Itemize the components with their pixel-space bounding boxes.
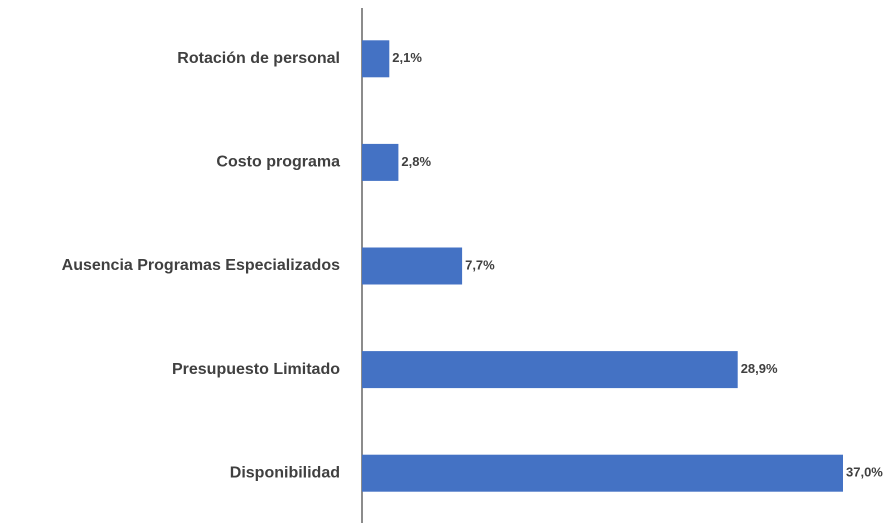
category-label: Disponibilidad [230,464,340,481]
category-label: Rotación de personal [177,50,340,67]
value-label: 37,0% [846,465,883,480]
category-label: Costo programa [216,154,340,171]
value-label: 2,8% [401,154,431,169]
bar [362,247,463,285]
bar [362,454,843,492]
value-label: 7,7% [465,257,495,272]
value-label: 2,1% [392,50,422,65]
category-label: Presupuesto Limitado [172,361,340,378]
bar [362,351,738,389]
value-label: 28,9% [741,361,778,376]
category-label: Ausencia Programas Especializados [62,257,340,274]
bar [362,40,390,78]
bar [362,143,399,181]
